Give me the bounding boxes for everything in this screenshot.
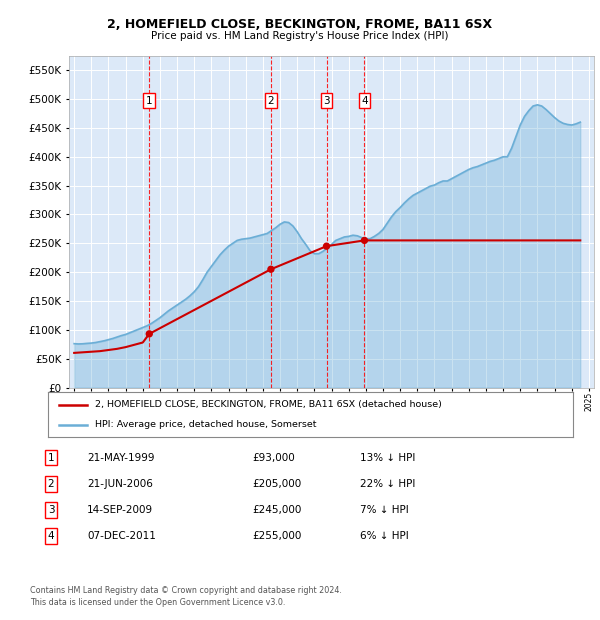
Text: Contains HM Land Registry data © Crown copyright and database right 2024.: Contains HM Land Registry data © Crown c… xyxy=(30,586,342,595)
Text: 3: 3 xyxy=(47,505,55,515)
Text: 13% ↓ HPI: 13% ↓ HPI xyxy=(360,453,415,463)
Text: 07-DEC-2011: 07-DEC-2011 xyxy=(87,531,156,541)
Text: £245,000: £245,000 xyxy=(252,505,301,515)
Text: 3: 3 xyxy=(323,95,330,105)
Text: 4: 4 xyxy=(47,531,55,541)
Point xyxy=(266,264,276,274)
Text: 2, HOMEFIELD CLOSE, BECKINGTON, FROME, BA11 6SX: 2, HOMEFIELD CLOSE, BECKINGTON, FROME, B… xyxy=(107,18,493,31)
Point xyxy=(145,329,154,339)
Text: £255,000: £255,000 xyxy=(252,531,301,541)
Text: 4: 4 xyxy=(361,95,368,105)
Text: 1: 1 xyxy=(47,453,55,463)
Text: 22% ↓ HPI: 22% ↓ HPI xyxy=(360,479,415,489)
Text: £205,000: £205,000 xyxy=(252,479,301,489)
Text: 2, HOMEFIELD CLOSE, BECKINGTON, FROME, BA11 6SX (detached house): 2, HOMEFIELD CLOSE, BECKINGTON, FROME, B… xyxy=(95,401,442,409)
Point xyxy=(322,241,331,251)
Text: 21-JUN-2006: 21-JUN-2006 xyxy=(87,479,153,489)
Text: This data is licensed under the Open Government Licence v3.0.: This data is licensed under the Open Gov… xyxy=(30,598,286,607)
Text: 2: 2 xyxy=(268,95,274,105)
Text: HPI: Average price, detached house, Somerset: HPI: Average price, detached house, Some… xyxy=(95,420,317,429)
Text: 6% ↓ HPI: 6% ↓ HPI xyxy=(360,531,409,541)
Point xyxy=(359,236,369,246)
Text: 7% ↓ HPI: 7% ↓ HPI xyxy=(360,505,409,515)
Text: 2: 2 xyxy=(47,479,55,489)
Text: Price paid vs. HM Land Registry's House Price Index (HPI): Price paid vs. HM Land Registry's House … xyxy=(151,31,449,41)
Text: £93,000: £93,000 xyxy=(252,453,295,463)
Text: 21-MAY-1999: 21-MAY-1999 xyxy=(87,453,155,463)
Text: 1: 1 xyxy=(146,95,152,105)
Text: 14-SEP-2009: 14-SEP-2009 xyxy=(87,505,153,515)
